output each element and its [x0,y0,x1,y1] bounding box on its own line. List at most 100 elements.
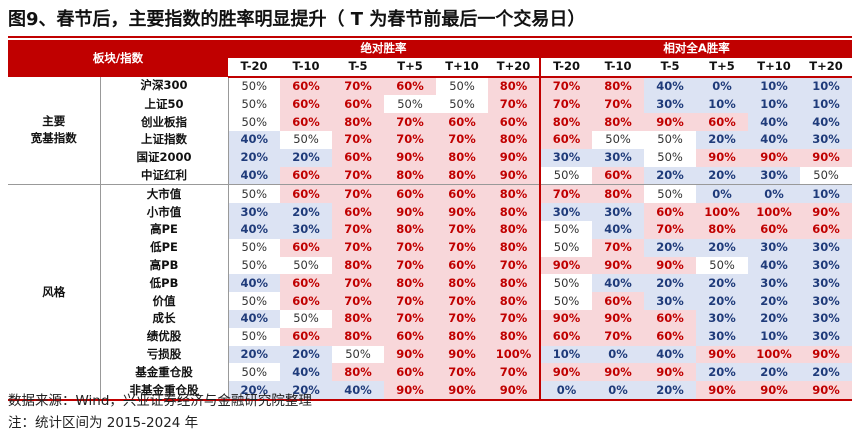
row-name: 上证50 [100,95,229,114]
relative-win-rate-cell: 50% [644,130,697,149]
absolute-win-rate-cell: 50% [228,76,281,96]
relative-win-rate-cell: 60% [644,327,697,346]
absolute-win-rate-cell: 60% [280,274,333,293]
relative-win-rate-cell: 60% [592,292,645,310]
relative-win-rate-cell: 20% [696,166,749,186]
absolute-win-rate-cell: 40% [228,309,281,328]
relative-win-rate-cell: 40% [644,345,697,364]
relative-win-rate-cell: 90% [800,345,853,364]
absolute-win-rate-cell: 60% [332,203,385,221]
absolute-win-rate-cell: 60% [384,327,437,346]
absolute-win-rate-cell: 50% [228,113,281,131]
relative-win-rate-cell: 30% [800,327,853,346]
relative-win-rate-cell: 40% [592,274,645,293]
absolute-win-rate-cell: 50% [280,130,333,149]
row-name: 小市值 [100,203,229,221]
relative-win-rate-cell: 80% [592,76,645,96]
notes: 数据来源：Wind，兴业证券经济与金融研究院整理 注：统计区间为 2015-20… [8,390,852,434]
relative-win-rate-cell: 10% [539,345,593,364]
relative-win-rate-cell: 50% [539,274,593,293]
relative-win-rate-cell: 30% [539,148,593,167]
relative-win-rate-cell: 40% [800,113,853,131]
relative-win-rate-cell: 30% [748,274,801,293]
relative-win-rate-cell: 100% [696,203,749,221]
column-header: T-20 [539,57,593,78]
relative-win-rate-cell: 100% [748,345,801,364]
relative-win-rate-cell: 90% [592,309,645,328]
absolute-win-rate-cell: 90% [436,203,489,221]
relative-win-rate-cell: 30% [539,203,593,221]
relative-win-rate-cell: 0% [696,76,749,96]
relative-win-rate-cell: 60% [592,166,645,186]
relative-win-rate-cell: 50% [539,220,593,239]
relative-win-rate-cell: 20% [696,130,749,149]
absolute-win-rate-cell: 90% [436,345,489,364]
absolute-win-rate-cell: 50% [384,95,437,114]
absolute-win-rate-cell: 60% [280,238,333,257]
row-name: 成长 [100,309,229,328]
row-name: 上证指数 [100,130,229,149]
absolute-win-rate-cell: 60% [280,76,333,96]
relative-win-rate-cell: 80% [592,184,645,204]
absolute-win-rate-cell: 60% [436,184,489,204]
absolute-win-rate-cell: 70% [384,309,437,328]
relative-win-rate-cell: 70% [539,76,593,96]
absolute-win-rate-cell: 40% [228,130,281,149]
absolute-win-rate-cell: 50% [280,256,333,275]
absolute-win-rate-cell: 90% [488,148,541,167]
relative-win-rate-cell: 20% [696,274,749,293]
absolute-win-rate-cell: 60% [384,76,437,96]
relative-win-rate-cell: 90% [644,113,697,131]
row-name: 沪深300 [100,76,229,96]
relative-win-rate-cell: 60% [539,130,593,149]
relative-win-rate-cell: 70% [592,95,645,114]
relative-win-rate-cell: 40% [748,113,801,131]
relative-win-rate-cell: 90% [696,345,749,364]
absolute-win-rate-cell: 90% [384,345,437,364]
column-header: T+5 [696,57,749,78]
relative-win-rate-cell: 20% [644,274,697,293]
table-row: 价值 50% 60% 70% 70% 70% 80% 50% 60% 30% 20% 20% 30% [8,292,853,310]
relative-win-rate-cell: 90% [539,363,593,382]
relative-win-rate-cell: 60% [539,327,593,346]
table-row: 高PE 40% 30% 70% 80% 70% 80% 50% 40% 70% 80% 60% 60% [8,220,853,239]
relative-win-rate-cell: 20% [748,363,801,382]
group-header: 相对全A胜率 [539,40,853,58]
relative-win-rate-cell: 30% [800,309,853,328]
absolute-win-rate-cell: 60% [280,292,333,310]
relative-win-rate-cell: 50% [539,292,593,310]
win-rate-table: 板块/指数 绝对胜率 相对全A胜率 T-20 T-10 T-5 T+5 T+10 T+20 T-2… [8,40,853,401]
title-rule [8,36,852,38]
relative-win-rate-cell: 0% [696,184,749,204]
absolute-win-rate-cell: 80% [332,363,385,382]
source-note: 数据来源：Wind，兴业证券经济与金融研究院整理 [8,393,312,409]
column-header: T+10 [748,57,801,78]
row-name: 大市值 [100,184,229,204]
table-row: 中证红利 40% 60% 70% 80% 80% 90% 50% 60% 20% 20% 30% 50% [8,166,853,186]
column-header: T+5 [384,57,437,78]
absolute-win-rate-cell: 100% [488,345,541,364]
relative-win-rate-cell: 0% [592,345,645,364]
absolute-win-rate-cell: 60% [384,363,437,382]
absolute-win-rate-cell: 70% [332,76,385,96]
absolute-win-rate-cell: 80% [332,309,385,328]
absolute-win-rate-cell: 70% [436,363,489,382]
category-label-line: 宽基指数 [30,131,77,146]
relative-win-rate-cell: 50% [539,166,593,186]
relative-win-rate-cell: 40% [748,130,801,149]
relative-win-rate-cell: 70% [592,327,645,346]
relative-win-rate-cell: 0% [748,184,801,204]
table-row: 上证指数 40% 50% 70% 70% 70% 80% 60% 50% 50% 20% 40% 30% [8,130,853,149]
absolute-win-rate-cell: 70% [436,130,489,149]
absolute-win-rate-cell: 50% [228,238,281,257]
absolute-win-rate-cell: 60% [332,95,385,114]
relative-win-rate-cell: 80% [539,113,593,131]
absolute-win-rate-cell: 40% [332,381,385,401]
relative-win-rate-cell: 60% [748,220,801,239]
table-row: 上证50 50% 60% 60% 50% 50% 70% 70% 70% 30% 10% 10% 10% [8,95,853,114]
absolute-win-rate-cell: 60% [436,113,489,131]
relative-win-rate-cell: 50% [696,256,749,275]
absolute-win-rate-cell: 60% [280,327,333,346]
table-row: 高PB 50% 50% 80% 70% 60% 70% 90% 90% 90% 50% 40% 30% [8,256,853,275]
absolute-win-rate-cell: 80% [332,113,385,131]
